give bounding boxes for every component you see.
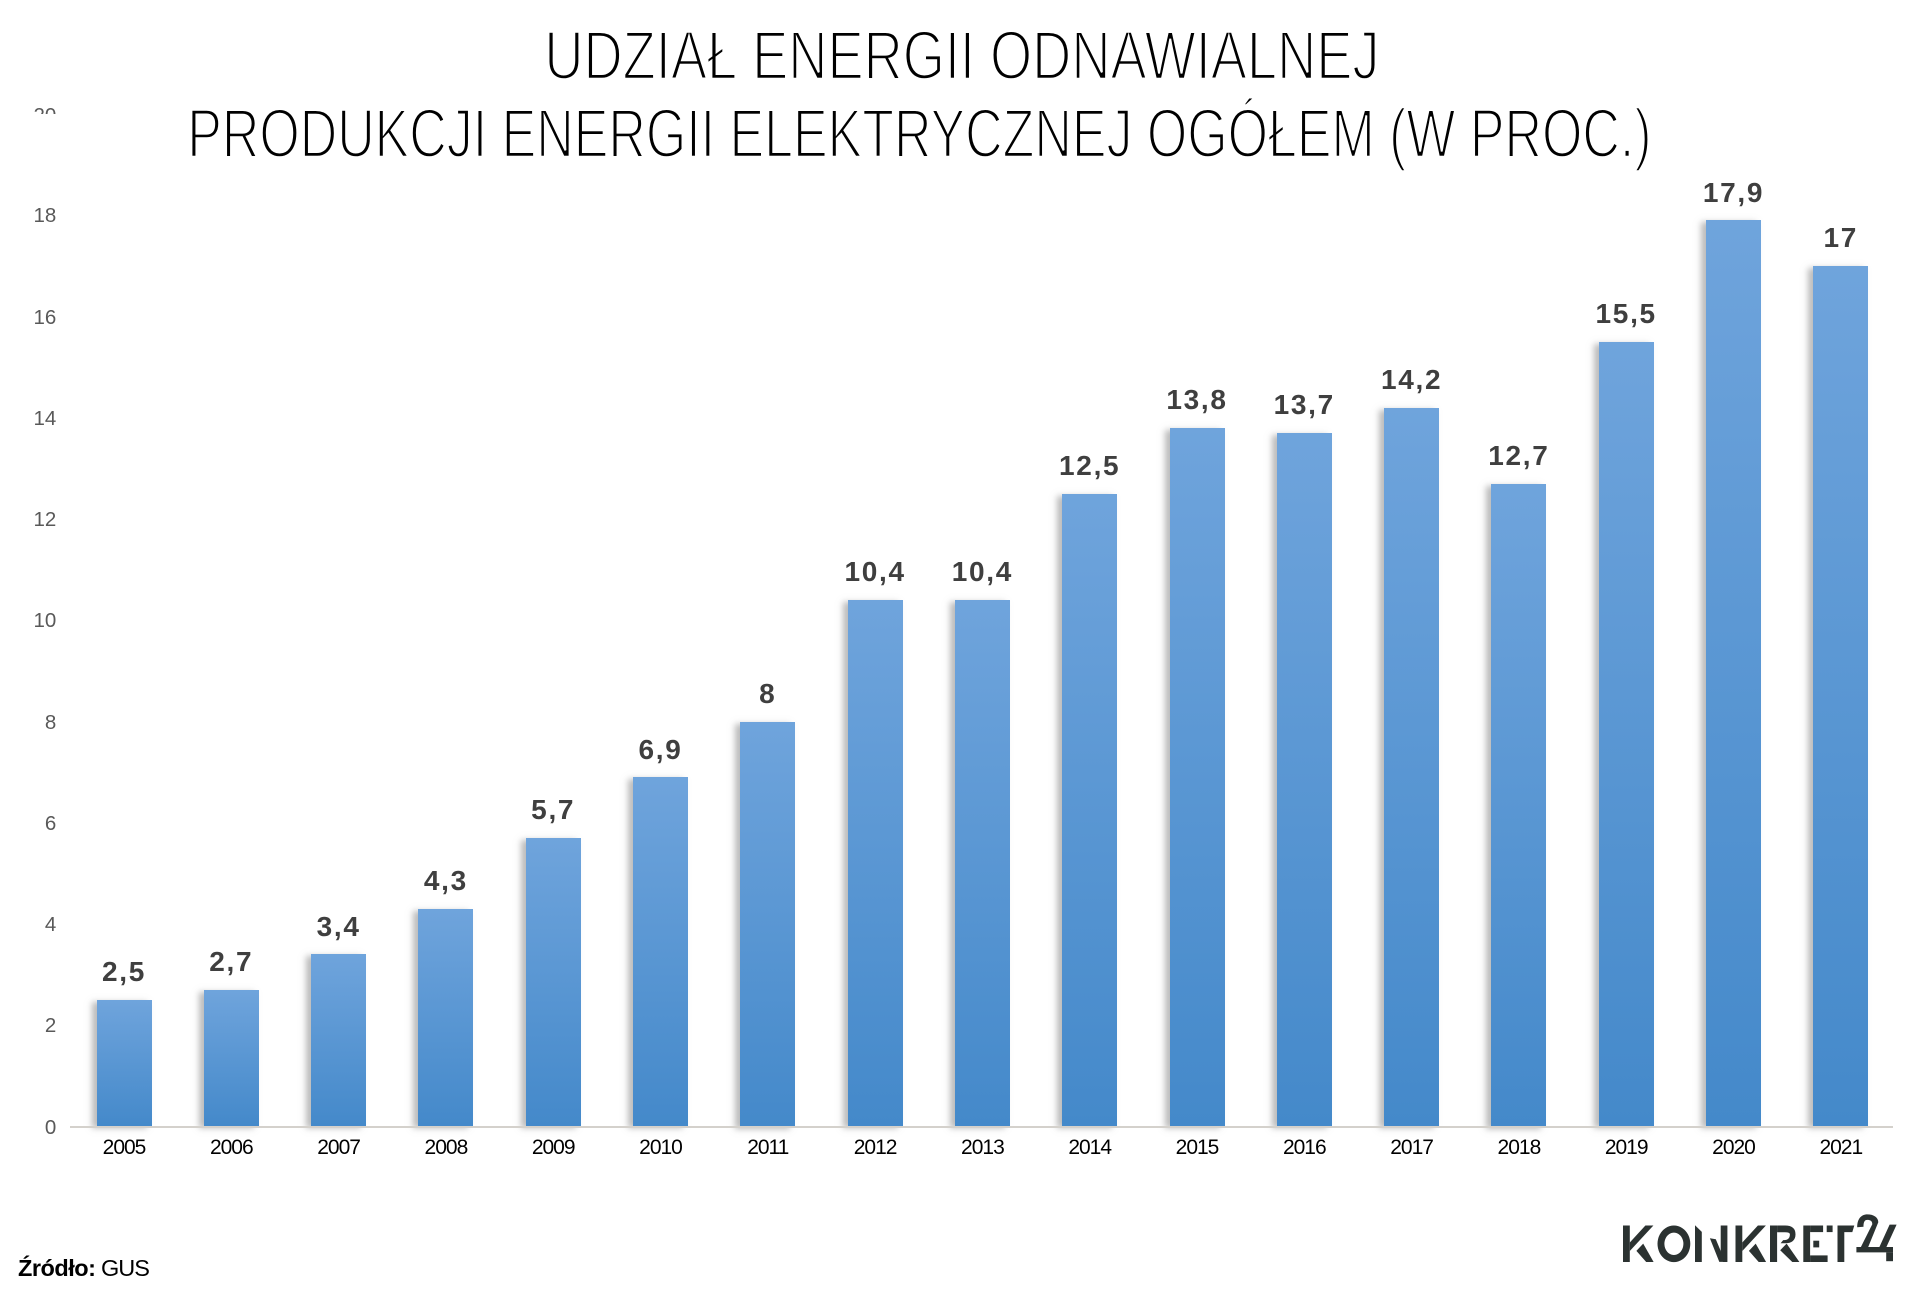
svg-text:PRODUKCJI ENERGII ELEKTRYCZNEJ: PRODUKCJI ENERGII ELEKTRYCZNEJ OGÓŁEM (W… — [187, 95, 1651, 172]
svg-text:UDZIAŁ ENERGII ODNAWIALNEJ: UDZIAŁ ENERGII ODNAWIALNEJ — [544, 18, 1379, 95]
